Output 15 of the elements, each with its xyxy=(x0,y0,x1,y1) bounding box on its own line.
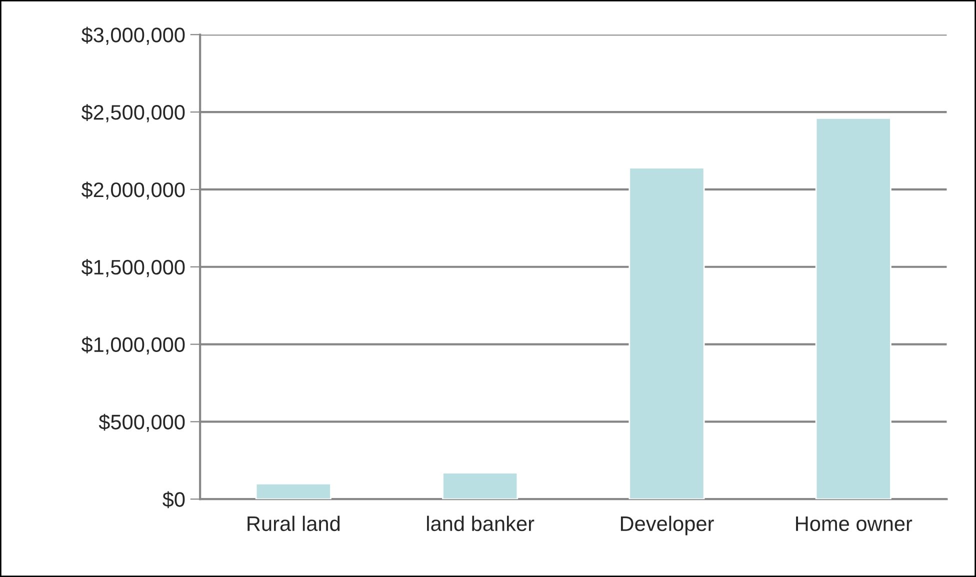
y-tick-label: $1,000,000 xyxy=(81,336,185,354)
bar xyxy=(255,482,332,500)
bar xyxy=(628,167,705,500)
y-tick-label: $3,000,000 xyxy=(81,26,185,45)
x-tick-label: Rural land xyxy=(248,516,340,532)
y-tick-label: $0 xyxy=(162,491,185,508)
y-tick-label: $2,500,000 xyxy=(81,104,185,122)
x-tick-label: Home owner xyxy=(796,516,912,532)
x-tick-label: Developer xyxy=(620,516,714,536)
y-tick-label: $2,000,000 xyxy=(81,182,185,200)
x-tick-label: land banker xyxy=(427,516,534,532)
bar xyxy=(815,118,892,500)
bar xyxy=(442,472,518,500)
y-tick-label: $1,500,000 xyxy=(81,258,185,278)
y-tick-label: $500,000 xyxy=(98,414,185,432)
